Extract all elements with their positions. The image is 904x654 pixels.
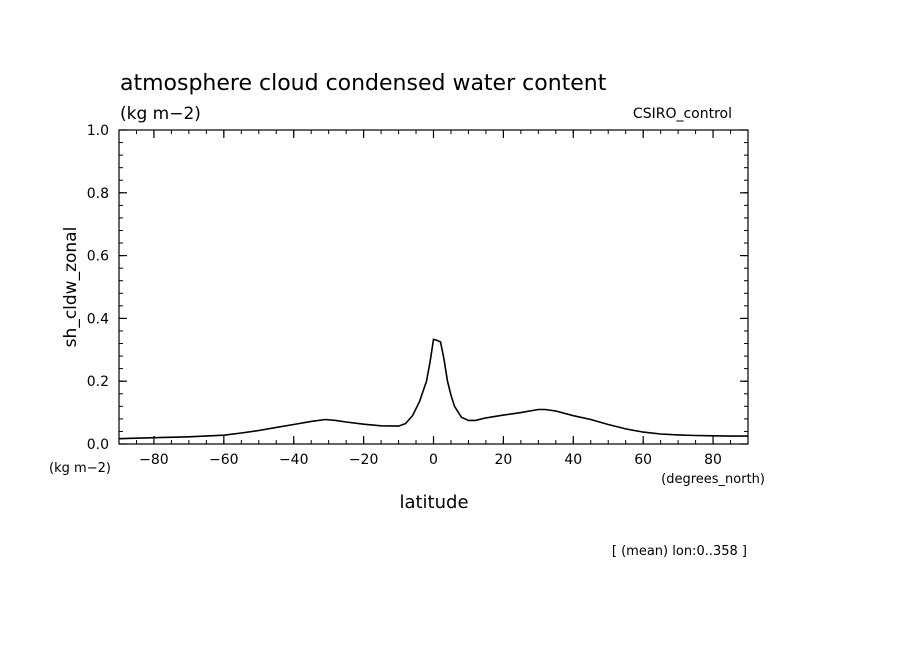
x-tick-label: 40: [564, 452, 582, 468]
axis-ticks: [118, 129, 749, 445]
x-tick-label: 0: [429, 452, 438, 468]
y-tick-label: 1.0: [87, 123, 109, 139]
x-tick-label: 60: [634, 452, 652, 468]
chart-units: (kg m−2): [120, 104, 201, 124]
y-tick-label: 0.0: [87, 437, 109, 453]
plot-frame: [118, 129, 749, 445]
x-axis-label: latitude: [399, 492, 468, 513]
footnote: [ (mean) lon:0..358 ]: [612, 544, 747, 559]
x-tick-label: −40: [279, 452, 309, 468]
x-tick-label: −80: [139, 452, 169, 468]
chart-title: atmosphere cloud condensed water content: [120, 71, 607, 96]
y-tick-labels: 0.0 0.2 0.4 0.6 0.8 1.0: [87, 123, 109, 453]
x-tick-labels: −80 −60 −40 −20 0 20 40 60 80: [139, 452, 722, 468]
x-tick-label: −60: [209, 452, 239, 468]
x-tick-label: 20: [494, 452, 512, 468]
y-axis-units: (kg m−2): [49, 461, 111, 476]
x-tick-label: 80: [704, 452, 722, 468]
dataset-label: CSIRO_control: [633, 106, 732, 122]
x-tick-label: −20: [349, 452, 379, 468]
y-tick-label: 0.2: [87, 374, 109, 390]
series-line: [118, 338, 748, 440]
y-tick-label: 0.8: [87, 186, 109, 202]
x-axis-units: (degrees_north): [661, 472, 765, 487]
y-tick-label: 0.4: [87, 311, 109, 327]
y-axis-label: sh_cldw_zonal: [61, 227, 81, 348]
y-tick-label: 0.6: [87, 249, 109, 265]
